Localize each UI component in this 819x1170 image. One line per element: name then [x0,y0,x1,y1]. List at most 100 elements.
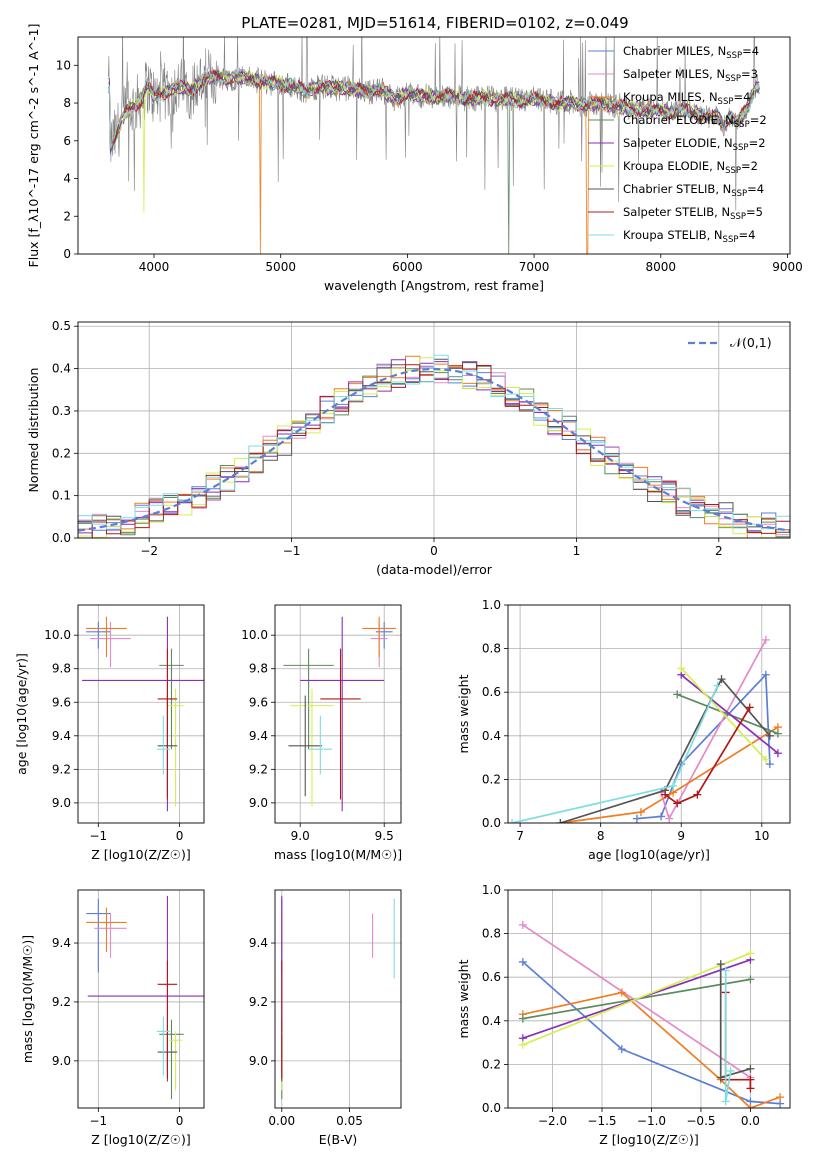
legend: Chabrier MILES, NSSP=4 Salpeter MILES, NS… [588,44,767,245]
series-marker [673,799,682,808]
y-tick-label: 9.4 [249,729,268,743]
series-line [560,726,779,823]
point-kroupa_elodie [169,1031,183,1091]
series-marker [518,1014,527,1023]
y-tick-label: 1.0 [482,598,501,612]
series-marker [761,755,770,764]
plot-area [283,616,396,812]
x-tick-label: 5000 [265,260,296,274]
x-tick-label: 7 [516,829,524,843]
y-tick-label: 10.0 [241,628,268,642]
point-kroupa_stelib [156,1016,170,1076]
x-axis-label: wavelength [Angstrom, rest frame] [324,278,544,293]
series-salpeter_stelib [661,703,754,808]
series-marker [746,1104,755,1108]
y-tick-label: 0.1 [52,489,71,503]
panel-age_vs_Z: −1 0 9.0 9.2 9.4 9.6 9.8 10.0 Z [log10(Z/Z☉)] age… [14,604,205,862]
series-line [560,677,771,823]
series-line [664,707,751,805]
x-tick-label: 1 [573,544,581,558]
series-marker [636,808,645,817]
series-kroupa_stelib [508,681,722,823]
y-tick-label: 9.8 [249,662,268,676]
y-tick-label: 0.6 [482,685,501,699]
x-tick-label: 0.05 [336,1114,363,1128]
series-marker [746,1084,755,1093]
y-axis-label: mass [log10(M/M☉)] [20,935,35,1063]
x-axis-label: (data-model)/error [376,562,493,577]
legend-label-kroupa_stelib: Kroupa STELIB, NSSP=4 [623,228,755,245]
point-kroupa_elodie [167,688,184,807]
figure-title: PLATE=0281, MJD=51614, FIBERID=0102, z=0… [241,14,628,32]
y-tick-label: 0.8 [482,642,501,656]
y-tick-label: 1.0 [482,883,501,897]
point-salpeter_miles [94,913,127,958]
series-marker [665,814,674,823]
series-marker [716,1073,725,1082]
point-kroupa_miles [86,907,127,952]
y-tick-label: 9.0 [52,1054,71,1068]
series-kroupa_miles [556,723,782,823]
series-marker [518,957,527,966]
point-kroupa_stelib [156,715,170,775]
axes-frame [77,889,205,1109]
y-tick-label: 10 [56,58,71,72]
axes-frame [274,889,402,1109]
point-salpeter_stelib [157,648,178,800]
axes-frame [274,604,402,824]
x-tick-label: −1 [89,1114,107,1128]
x-tick-label: −1 [89,829,107,843]
x-tick-label: 0 [176,1114,184,1128]
y-tick-label: 0.4 [52,362,71,376]
x-tick-label: −1 [283,544,301,558]
x-tick-label: 0 [430,544,438,558]
point-salpeter_miles [90,621,131,668]
series-marker [713,681,722,690]
x-tick-label: −2.0 [538,1114,567,1128]
y-tick-label: 10.0 [44,628,71,642]
x-tick-label: 7000 [519,260,550,274]
y-axis-label: Normed distribution [26,368,41,493]
x-tick-label: 9.0 [291,829,310,843]
axes-frame [507,889,791,1109]
y-axis-label: age [log10(age/yr)] [14,653,29,775]
series-marker [721,1097,730,1106]
x-tick-label: 9000 [772,260,803,274]
series-marker [617,1045,626,1054]
panel-residuals: −2 −1 0 1 2 0.0 0.1 0.2 0.3 0.4 0.5 (data-model)/er… [26,319,791,577]
plot-area [86,895,204,1100]
y-tick-label: 9.2 [52,762,71,776]
normal-curve [78,367,790,532]
plot-area [518,920,785,1108]
model-spectrum-kroupa_stelib [107,69,760,149]
series-line [724,970,732,1102]
series-marker [745,703,754,712]
y-tick-label: 9.4 [249,936,268,950]
series-marker [632,814,641,823]
point-kroupa_miles [362,616,396,657]
point-salpeter_stelib [157,960,178,1079]
series-marker [717,675,726,684]
point-chabrier_miles [375,621,393,649]
y-tick-label: 4 [63,172,71,186]
x-axis-label: E(B-V) [319,1132,358,1147]
x-tick-label: 10 [754,829,769,843]
legend-label-salpeter_elodie: Salpeter ELODIE, NSSP=2 [623,136,766,153]
legend-label-salpeter_stelib: Salpeter STELIB, NSSP=5 [623,205,763,222]
x-tick-label: 0 [176,829,184,843]
y-tick-label: 9.0 [249,1054,268,1068]
y-axis-label: mass weight [456,674,471,753]
legend-label-chabrier_elodie: Chabrier ELODIE, NSSP=2 [623,113,767,130]
legend-label-chabrier_stelib: Chabrier STELIB, NSSP=4 [623,182,764,199]
y-tick-label: 0.8 [482,927,501,941]
y-tick-label: 0.2 [482,1057,501,1071]
series-marker [746,949,755,958]
series-line [511,685,719,823]
point-kroupa_stelib [308,715,333,775]
y-tick-label: 9.8 [52,662,71,676]
series-marker [773,729,782,738]
legend-label-normal: 𝒩(0,1) [730,335,772,350]
axes-frame [77,36,791,255]
series-marker [677,664,686,673]
